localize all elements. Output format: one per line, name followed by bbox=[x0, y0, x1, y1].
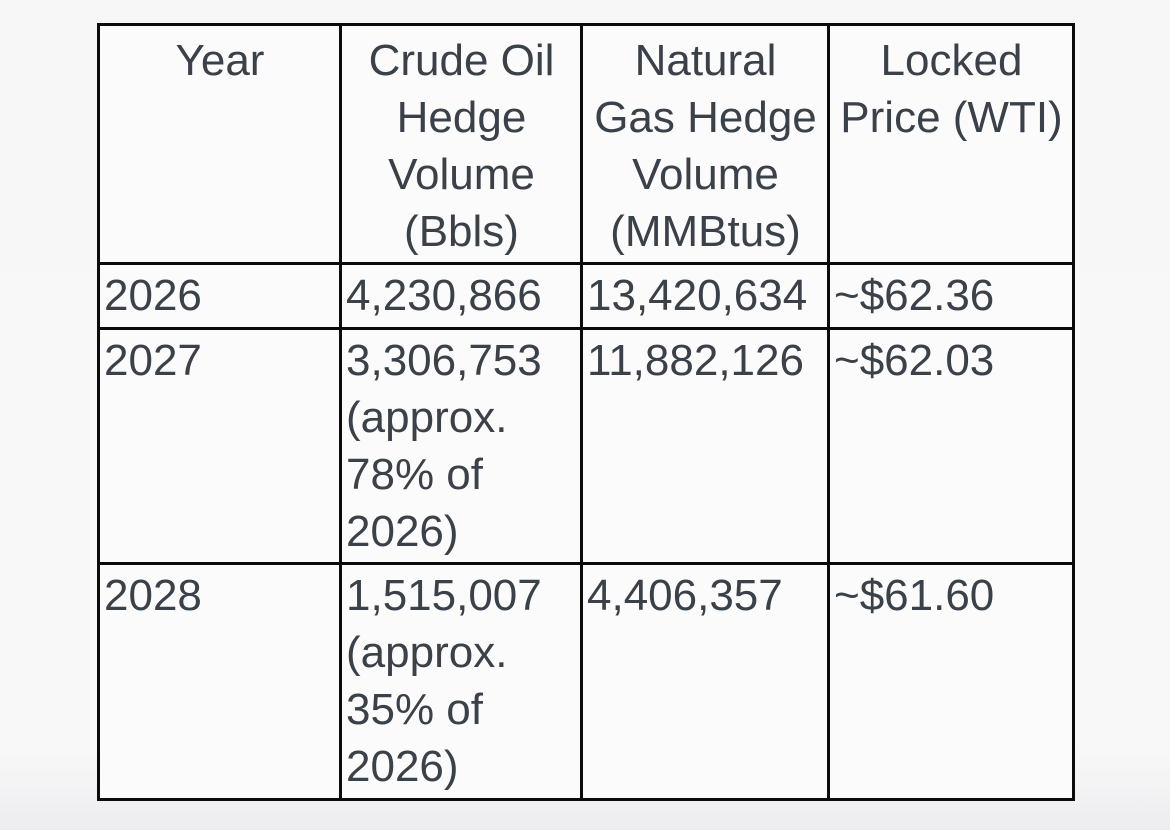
cell-year: 2028 bbox=[97, 562, 342, 801]
header-cell-year: Year bbox=[97, 23, 342, 265]
header-cell-natural-gas-hedge-volume: Natural Gas Hedge Volume (MMBtus) bbox=[580, 23, 830, 265]
cell-locked-price: ~$61.60 bbox=[827, 562, 1075, 801]
cell-crude-volume: 1,515,007 (approx. 35% of 2026) bbox=[339, 562, 583, 801]
cell-gas-volume: 13,420,634 bbox=[580, 262, 830, 330]
cell-gas-volume: 4,406,357 bbox=[580, 562, 830, 801]
table-row-2028: 2028 1,515,007 (approx. 35% of 2026) 4,4… bbox=[97, 562, 1075, 801]
table-row-2027: 2027 3,306,753 (approx. 78% of 2026) 11,… bbox=[97, 327, 1075, 565]
cell-year: 2027 bbox=[97, 327, 342, 565]
table-header-row: Year Crude Oil Hedge Volume (Bbls) Natur… bbox=[97, 23, 1075, 265]
cell-locked-price: ~$62.36 bbox=[827, 262, 1075, 330]
cell-year: 2026 bbox=[97, 262, 342, 330]
header-cell-locked-price-wti: Locked Price (WTI) bbox=[827, 23, 1075, 265]
cell-locked-price: ~$62.03 bbox=[827, 327, 1075, 565]
header-cell-crude-oil-hedge-volume: Crude Oil Hedge Volume (Bbls) bbox=[339, 23, 583, 265]
cell-crude-volume: 3,306,753 (approx. 78% of 2026) bbox=[339, 327, 583, 565]
table-row-2026: 2026 4,230,866 13,420,634 ~$62.36 bbox=[97, 262, 1075, 330]
cell-gas-volume: 11,882,126 bbox=[580, 327, 830, 565]
cell-crude-volume: 4,230,866 bbox=[339, 262, 583, 330]
hedge-volume-table: Year Crude Oil Hedge Volume (Bbls) Natur… bbox=[97, 23, 1075, 801]
